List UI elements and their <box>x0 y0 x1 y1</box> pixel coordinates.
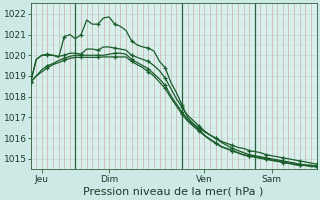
X-axis label: Pression niveau de la mer( hPa ): Pression niveau de la mer( hPa ) <box>84 187 264 197</box>
